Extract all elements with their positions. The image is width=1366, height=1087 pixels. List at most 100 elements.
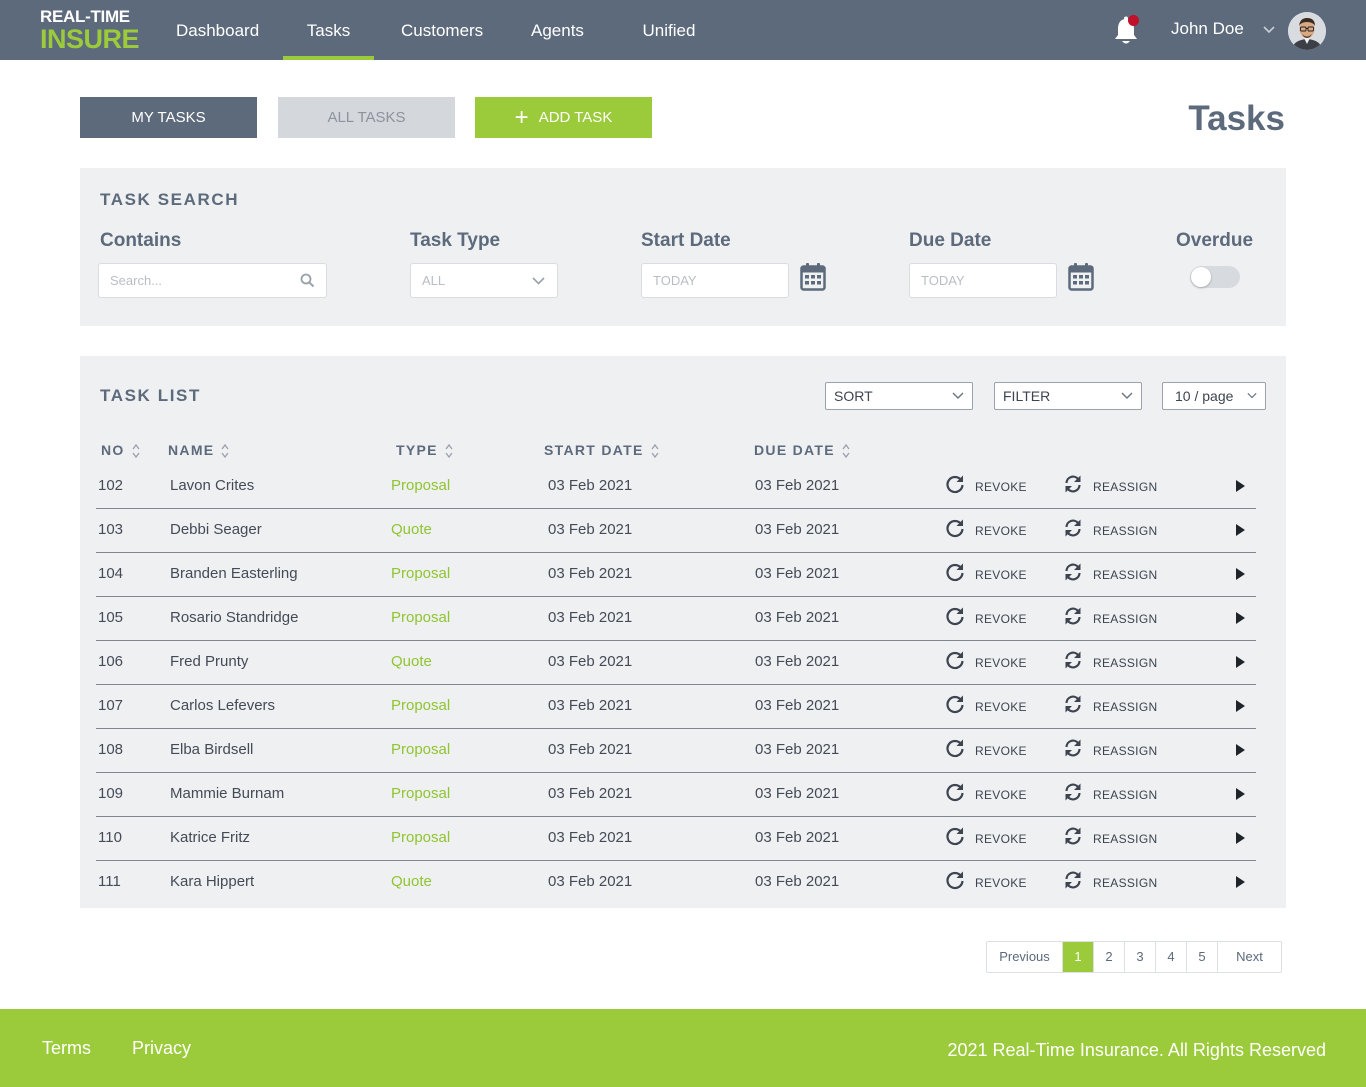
nav-item-dashboard[interactable]: Dashboard [176,21,260,40]
play-arrow-icon[interactable] [1234,830,1246,846]
table-row[interactable]: 103 Debbi Seager Quote 03 Feb 2021 03 Fe… [96,509,1256,553]
task-type: Quote [391,653,432,670]
table-row[interactable]: 104 Branden Easterling Proposal 03 Feb 2… [96,553,1256,597]
table-row[interactable]: 109 Mammie Burnam Proposal 03 Feb 2021 0… [96,773,1256,817]
search-input[interactable]: Search... [98,263,327,298]
terms-link[interactable]: Terms [42,1038,91,1058]
reassign-label: REASSIGN [1093,480,1158,494]
reassign-button[interactable]: REASSIGN [1063,870,1157,894]
column-header-no-label: NO [101,442,125,458]
pagination-page-4[interactable]: 4 [1155,942,1186,972]
table-row[interactable]: 111 Kara Hippert Quote 03 Feb 2021 03 Fe… [96,861,1256,905]
reassign-button[interactable]: REASSIGN [1063,474,1157,498]
revoke-button[interactable]: REVOKE [945,606,1027,630]
reassign-button[interactable]: REASSIGN [1063,694,1157,718]
revoke-button[interactable]: REVOKE [945,518,1027,542]
task-due-date: 03 Feb 2021 [755,477,840,494]
pagination-previous[interactable]: Previous [999,949,1050,964]
task-number: 104 [98,565,124,582]
reassign-button[interactable]: REASSIGN [1063,826,1157,850]
play-arrow-icon[interactable] [1234,610,1246,626]
revoke-label: REVOKE [975,744,1027,758]
reassign-button[interactable]: REASSIGN [1063,606,1157,630]
reassign-button[interactable]: REASSIGN [1063,782,1157,806]
nav-item-tasks[interactable]: Tasks [283,0,374,60]
revoke-icon [946,827,964,846]
reassign-button[interactable]: REASSIGN [1063,738,1157,762]
page-size-label: 10 / page [1175,388,1234,404]
pagination-page-1[interactable]: 1 [1062,942,1093,972]
nav-item-unified[interactable]: Unified [642,21,696,40]
pagination-next[interactable]: Next [1217,942,1281,972]
task-start-date: 03 Feb 2021 [548,829,633,846]
privacy-link[interactable]: Privacy [132,1038,192,1058]
search-icon[interactable] [300,273,315,288]
table-row[interactable]: 106 Fred Prunty Quote 03 Feb 2021 03 Feb… [96,641,1256,685]
reassign-button[interactable]: REASSIGN [1063,562,1157,586]
start-date-input[interactable]: TODAY [641,263,789,298]
task-customer-name: Katrice Fritz [170,829,251,846]
play-arrow-icon[interactable] [1234,742,1246,758]
avatar[interactable] [1288,12,1326,50]
filter-select[interactable]: FILTER [994,382,1142,410]
revoke-button[interactable]: REVOKE [945,870,1027,894]
column-header-due-date[interactable]: DUE DATE [754,442,851,460]
task-due-date: 03 Feb 2021 [755,521,840,538]
add-task-button[interactable]: + ADD TASK [475,97,652,138]
revoke-button[interactable]: REVOKE [945,562,1027,586]
table-row[interactable]: 110 Katrice Fritz Proposal 03 Feb 2021 0… [96,817,1256,861]
column-header-start-date[interactable]: START DATE [544,442,660,460]
revoke-button[interactable]: REVOKE [945,782,1027,806]
task-type-select[interactable]: ALL [410,263,558,298]
task-type-value: ALL [422,273,446,288]
task-list-title: TASK LIST [100,386,201,405]
reassign-icon [1065,783,1081,801]
table-row[interactable]: 102 Lavon Crites Proposal 03 Feb 2021 03… [96,465,1256,509]
user-name[interactable]: John Doe [1171,19,1244,38]
calendar-icon[interactable] [1068,262,1094,292]
play-arrow-icon[interactable] [1234,566,1246,582]
task-type: Quote [391,873,432,890]
calendar-icon[interactable] [800,262,826,292]
sort-select[interactable]: SORT [825,382,973,410]
pagination-page-5[interactable]: 5 [1186,942,1217,972]
table-row[interactable]: 108 Elba Birdsell Proposal 03 Feb 2021 0… [96,729,1256,773]
nav-item-customers[interactable]: Customers [401,21,484,40]
pagination-page-2[interactable]: 2 [1093,942,1124,972]
table-row[interactable]: 105 Rosario Standridge Proposal 03 Feb 2… [96,597,1256,641]
page-size-select[interactable]: 10 / page [1162,382,1266,410]
play-arrow-icon[interactable] [1234,522,1246,538]
task-type: Proposal [391,565,451,582]
column-header-type[interactable]: TYPE [396,442,454,460]
plus-icon: + [514,104,529,131]
revoke-button[interactable]: REVOKE [945,650,1027,674]
my-tasks-button[interactable]: MY TASKS [80,97,257,138]
toggle-knob [1191,267,1211,287]
column-header-no[interactable]: NO [101,442,141,460]
revoke-button[interactable]: REVOKE [945,826,1027,850]
reassign-button[interactable]: REASSIGN [1063,518,1157,542]
reassign-button[interactable]: REASSIGN [1063,650,1157,674]
pagination-page-3[interactable]: 3 [1124,942,1155,972]
play-arrow-icon[interactable] [1234,478,1246,494]
chevron-down-icon[interactable] [1262,24,1276,36]
play-arrow-icon[interactable] [1234,698,1246,714]
revoke-button[interactable]: REVOKE [945,738,1027,762]
nav-item-agents[interactable]: Agents [531,21,584,40]
revoke-button[interactable]: REVOKE [945,474,1027,498]
app-logo[interactable]: REAL-TIME INSURE [40,8,140,53]
column-header-name[interactable]: NAME [168,442,230,460]
task-type: Proposal [391,741,451,758]
overdue-toggle[interactable] [1190,266,1240,288]
play-arrow-icon[interactable] [1234,786,1246,802]
task-start-date: 03 Feb 2021 [548,741,633,758]
play-arrow-icon[interactable] [1234,654,1246,670]
all-tasks-button[interactable]: ALL TASKS [278,97,455,138]
revoke-button[interactable]: REVOKE [945,694,1027,718]
due-date-input[interactable]: TODAY [909,263,1057,298]
revoke-label: REVOKE [975,876,1027,890]
table-row[interactable]: 107 Carlos Lefevers Proposal 03 Feb 2021… [96,685,1256,729]
task-number: 109 [98,785,124,802]
play-arrow-icon[interactable] [1234,874,1246,890]
task-type-label: Task Type [410,230,501,251]
